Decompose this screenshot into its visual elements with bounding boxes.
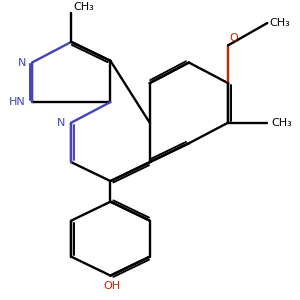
Text: HN: HN — [9, 97, 26, 107]
Text: N: N — [57, 118, 65, 128]
Text: N: N — [18, 58, 26, 68]
Text: CH₃: CH₃ — [73, 2, 94, 12]
Text: OH: OH — [103, 281, 120, 291]
Text: O: O — [229, 33, 238, 43]
Text: CH₃: CH₃ — [269, 18, 290, 28]
Text: CH₃: CH₃ — [271, 118, 292, 128]
